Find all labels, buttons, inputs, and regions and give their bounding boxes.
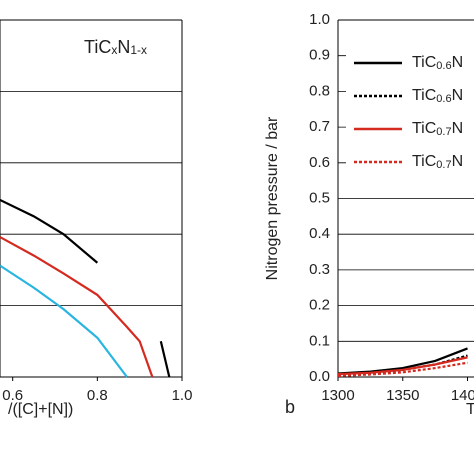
y-tick-label: 0.8 [309, 82, 330, 99]
y-tick-label: 0.5 [309, 189, 330, 206]
legend-label-part: N [452, 120, 464, 137]
y-tick-label: 0.2 [309, 297, 330, 314]
legend-label: TiC0.6N [412, 54, 463, 71]
legend-label: TiC0.7N [412, 153, 463, 170]
series-line [337, 361, 468, 378]
legend-label: TiC0.7N [412, 120, 463, 137]
legend-label: TiC0.6N [412, 87, 463, 104]
annotation-part: x [111, 43, 117, 57]
x-tick-label: 0.6 [2, 387, 23, 404]
y-tick-label: 1.0 [309, 11, 330, 28]
y-axis-label: Nitrogen pressure / bar [264, 116, 281, 280]
annotation-part: TiC [84, 37, 111, 57]
legend-label-part: N [452, 87, 464, 104]
y-tick-label: 0.9 [309, 47, 330, 64]
y-tick-label: 0.1 [309, 332, 330, 349]
series-line [0, 264, 128, 378]
x-tick-label: 0.8 [87, 387, 108, 404]
y-tick-label: 0.6 [309, 154, 330, 171]
series-line [337, 356, 468, 376]
y-tick-label: 0.4 [309, 225, 330, 242]
annotation-part: 1-x [130, 43, 147, 57]
x-tick-label: 1350 [386, 387, 419, 404]
legend-label-part: N [452, 153, 464, 170]
x-tick-label: 1400 [451, 387, 474, 404]
legend-label-part: 0.6 [436, 60, 451, 72]
y-tick-label: 0.7 [309, 118, 330, 135]
legend-box [346, 42, 474, 187]
y-tick-label: 0.3 [309, 261, 330, 278]
series-line [0, 236, 154, 378]
legend-label-part: TiC [412, 87, 436, 104]
legend-label-part: TiC [412, 120, 436, 137]
x-tick-label: 1.0 [172, 387, 193, 404]
legend-label-part: TiC [412, 54, 436, 71]
legend-label-part: 0.7 [436, 159, 451, 171]
y-tick-label: 0.0 [309, 368, 330, 385]
annotation-part: N [117, 37, 130, 57]
x-tick-label: 1300 [321, 387, 354, 404]
legend-label-part: N [452, 54, 464, 71]
legend-label-part: 0.7 [436, 126, 451, 138]
x-axis-label: /([C]+[N]) [8, 401, 73, 418]
panel-label: b [285, 397, 295, 417]
series-line [0, 198, 171, 378]
x-axis-label: T [466, 401, 474, 418]
legend-label-part: TiC [412, 153, 436, 170]
legend-label-part: 0.6 [436, 93, 451, 105]
annotation: TiCxN1-x [84, 37, 147, 57]
